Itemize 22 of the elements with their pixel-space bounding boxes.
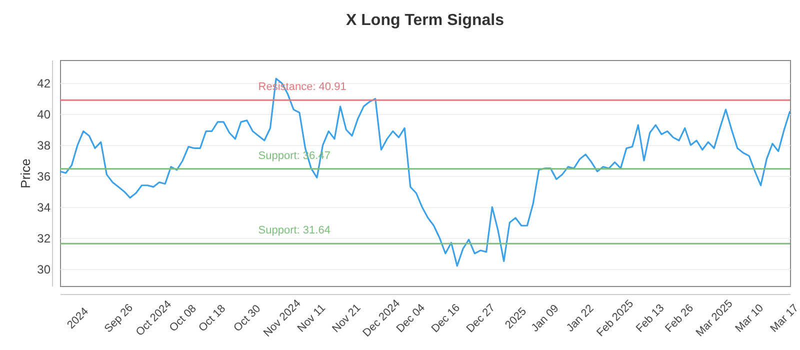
y-tick-label: 32	[37, 232, 51, 246]
y-tick-label: 40	[37, 108, 51, 122]
y-tick-label: 36	[37, 170, 51, 184]
x-tick-label: Feb 26	[663, 302, 696, 335]
y-tick-label: 38	[37, 138, 51, 153]
y-tick-label: 30	[37, 262, 51, 276]
x-tick-label: Mar 10	[733, 302, 766, 335]
line-series	[60, 78, 790, 267]
x-tick-label: Dec 27	[464, 302, 498, 336]
y-axis-title: Price	[18, 158, 34, 188]
x-tick-label: Jan 22	[564, 302, 596, 334]
ref-line-label: Support: 31.64	[258, 224, 330, 237]
y-tick-label: 42	[37, 76, 51, 91]
y-tick-label: 34	[37, 200, 51, 215]
x-tick-label: Jan 09	[529, 302, 562, 334]
x-tick-label: Sep 26	[102, 302, 136, 336]
x-tick-label: Dec 16	[429, 302, 463, 336]
x-tick-label: Oct 30	[232, 302, 264, 334]
x-tick-label: Mar 17	[768, 302, 800, 335]
x-tick-label: Oct 18	[196, 302, 228, 334]
chart-title: X Long Term Signals	[346, 12, 504, 29]
x-tick-label: Nov 21	[330, 302, 364, 336]
